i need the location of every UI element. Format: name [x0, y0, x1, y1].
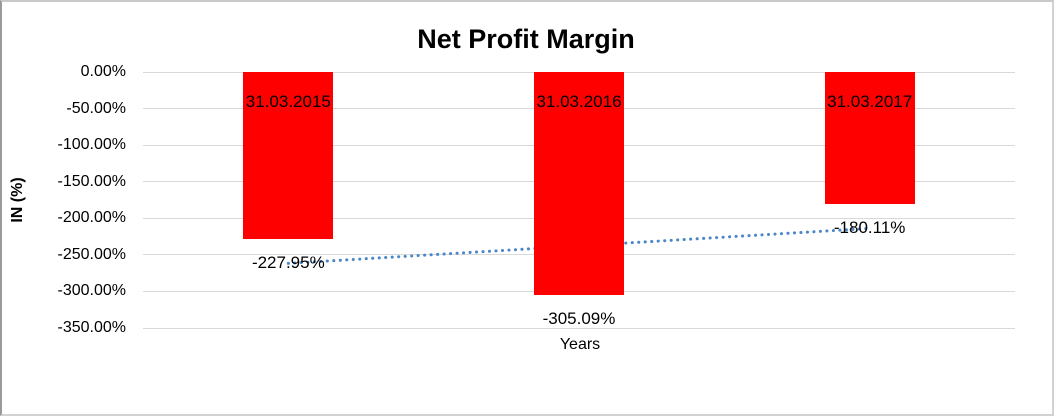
value-label: -305.09%: [542, 309, 616, 329]
y-tick-label: -50.00%: [66, 99, 126, 117]
y-tick-label: -200.00%: [57, 209, 127, 227]
category-label: 31.03.2017: [827, 92, 913, 111]
bar: [824, 72, 915, 204]
y-tick-label: -250.00%: [57, 245, 127, 263]
y-tick-label: -300.00%: [57, 282, 127, 300]
value-label: -180.11%: [833, 217, 906, 237]
gridline: [143, 327, 1015, 329]
y-tick-label: -350.00%: [57, 319, 127, 336]
bar: [243, 72, 334, 239]
x-axis-title: Years: [559, 336, 601, 353]
chart-title: Net Profit Margin: [417, 24, 635, 54]
bar: [534, 72, 624, 296]
value-label: -227.95%: [251, 252, 325, 272]
y-tick-label: -150.00%: [57, 172, 127, 190]
category-label: 31.03.2016: [536, 92, 622, 111]
y-tick-label: 0.00%: [80, 63, 126, 80]
y-tick-label: -100.00%: [57, 136, 127, 154]
category-label: 31.03.2015: [245, 92, 331, 111]
